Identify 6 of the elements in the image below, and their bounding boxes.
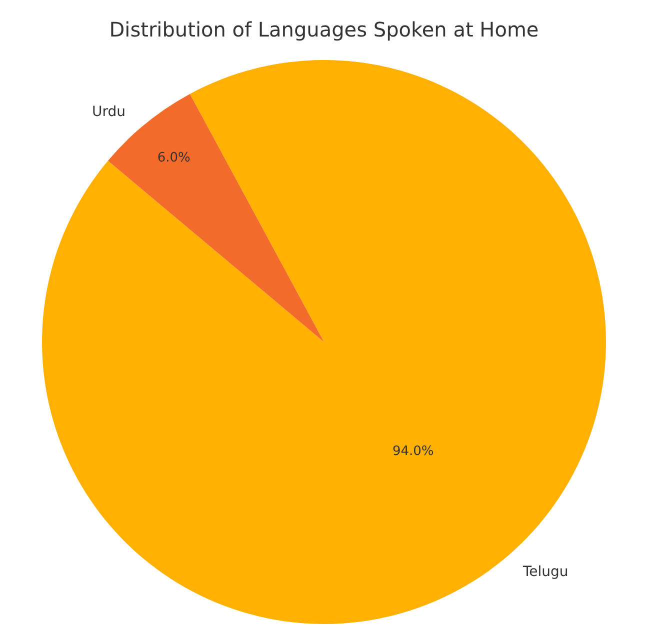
slice-label: Urdu	[92, 104, 126, 120]
data-label: 6.0%	[157, 150, 190, 166]
slice-label: Telugu	[522, 564, 568, 580]
pie-slice	[42, 60, 606, 624]
chart-title: Distribution of Languages Spoken at Home	[109, 18, 539, 42]
data-label: 94.0%	[392, 444, 434, 459]
